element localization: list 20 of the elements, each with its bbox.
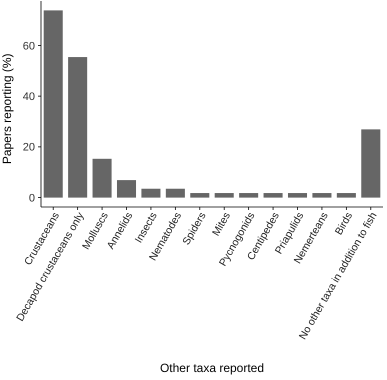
bar [264,193,283,198]
bar [141,188,160,198]
bar [190,193,210,198]
bar [44,10,63,198]
x-axis-title: Other taxa reported [160,361,264,375]
bar [336,193,356,198]
y-tick-label: 60 [22,40,35,52]
y-tick-label: 0 [28,192,35,204]
y-axis-title: Papers reporting (%) [0,53,14,164]
bar [116,180,136,198]
y-tick-label: 40 [22,90,35,103]
bar [214,193,234,198]
bar [92,158,112,198]
bar [166,188,185,198]
bar [239,193,258,198]
bar [68,57,88,198]
y-tick-label: 20 [22,142,35,154]
bar [312,193,332,198]
bar [361,129,380,198]
bar [288,193,308,198]
